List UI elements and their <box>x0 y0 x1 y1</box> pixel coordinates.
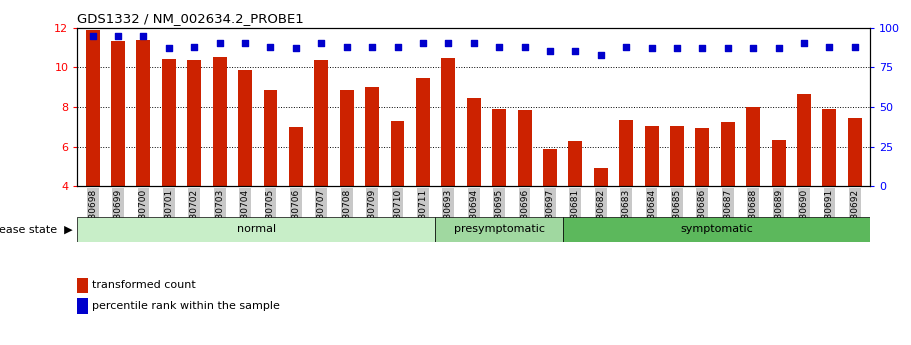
Bar <box>670 126 684 186</box>
Point <box>187 44 201 49</box>
Bar <box>137 40 150 186</box>
Bar <box>695 128 710 186</box>
Point <box>772 46 786 51</box>
Point <box>137 33 151 38</box>
Text: transformed count: transformed count <box>92 280 196 290</box>
Point <box>289 46 303 51</box>
Bar <box>441 58 456 186</box>
Point <box>238 41 252 46</box>
Point <box>161 46 176 51</box>
Bar <box>568 141 582 186</box>
Bar <box>77 217 435 241</box>
Point <box>568 49 583 54</box>
Bar <box>263 90 278 186</box>
Bar <box>391 121 404 186</box>
Bar <box>823 109 836 186</box>
Bar <box>619 120 633 186</box>
Bar <box>563 217 870 241</box>
Text: percentile rank within the sample: percentile rank within the sample <box>92 301 280 311</box>
Bar <box>416 78 430 186</box>
Text: disease state  ▶: disease state ▶ <box>0 225 73 234</box>
Point <box>746 46 761 51</box>
Point <box>796 41 811 46</box>
Bar <box>746 107 760 186</box>
Point <box>517 44 532 49</box>
Text: symptomatic: symptomatic <box>681 225 753 234</box>
Point <box>492 44 507 49</box>
Point <box>721 46 735 51</box>
Point <box>340 44 354 49</box>
Bar <box>517 110 531 186</box>
Point <box>390 44 404 49</box>
Point <box>847 44 862 49</box>
Point <box>695 46 710 51</box>
Bar <box>772 140 785 186</box>
Bar <box>212 57 227 186</box>
Bar <box>86 30 99 186</box>
Point <box>619 44 633 49</box>
Bar <box>314 60 328 186</box>
Bar <box>162 59 176 186</box>
Point <box>263 44 278 49</box>
Bar <box>797 94 811 186</box>
Point <box>212 41 227 46</box>
Point <box>543 49 558 54</box>
Point <box>466 41 481 46</box>
Bar <box>594 168 608 186</box>
Text: GDS1332 / NM_002634.2_PROBE1: GDS1332 / NM_002634.2_PROBE1 <box>77 12 304 25</box>
Bar <box>435 217 563 241</box>
Point <box>593 52 608 57</box>
Point <box>314 41 329 46</box>
Point <box>822 44 836 49</box>
Bar <box>188 60 201 186</box>
Bar <box>365 87 379 186</box>
Point <box>644 46 659 51</box>
Bar <box>238 70 252 186</box>
Bar <box>289 127 302 186</box>
Point <box>111 33 126 38</box>
Point <box>364 44 379 49</box>
Text: presymptomatic: presymptomatic <box>454 225 545 234</box>
Bar <box>721 122 735 186</box>
Point <box>415 41 430 46</box>
Bar <box>543 149 557 186</box>
Bar <box>492 109 507 186</box>
Point <box>670 46 684 51</box>
Bar <box>340 90 353 186</box>
Bar <box>111 41 125 186</box>
Point <box>441 41 456 46</box>
Bar <box>466 98 481 186</box>
Bar <box>645 126 659 186</box>
Point <box>86 33 100 38</box>
Bar <box>848 118 862 186</box>
Text: normal: normal <box>237 225 276 234</box>
